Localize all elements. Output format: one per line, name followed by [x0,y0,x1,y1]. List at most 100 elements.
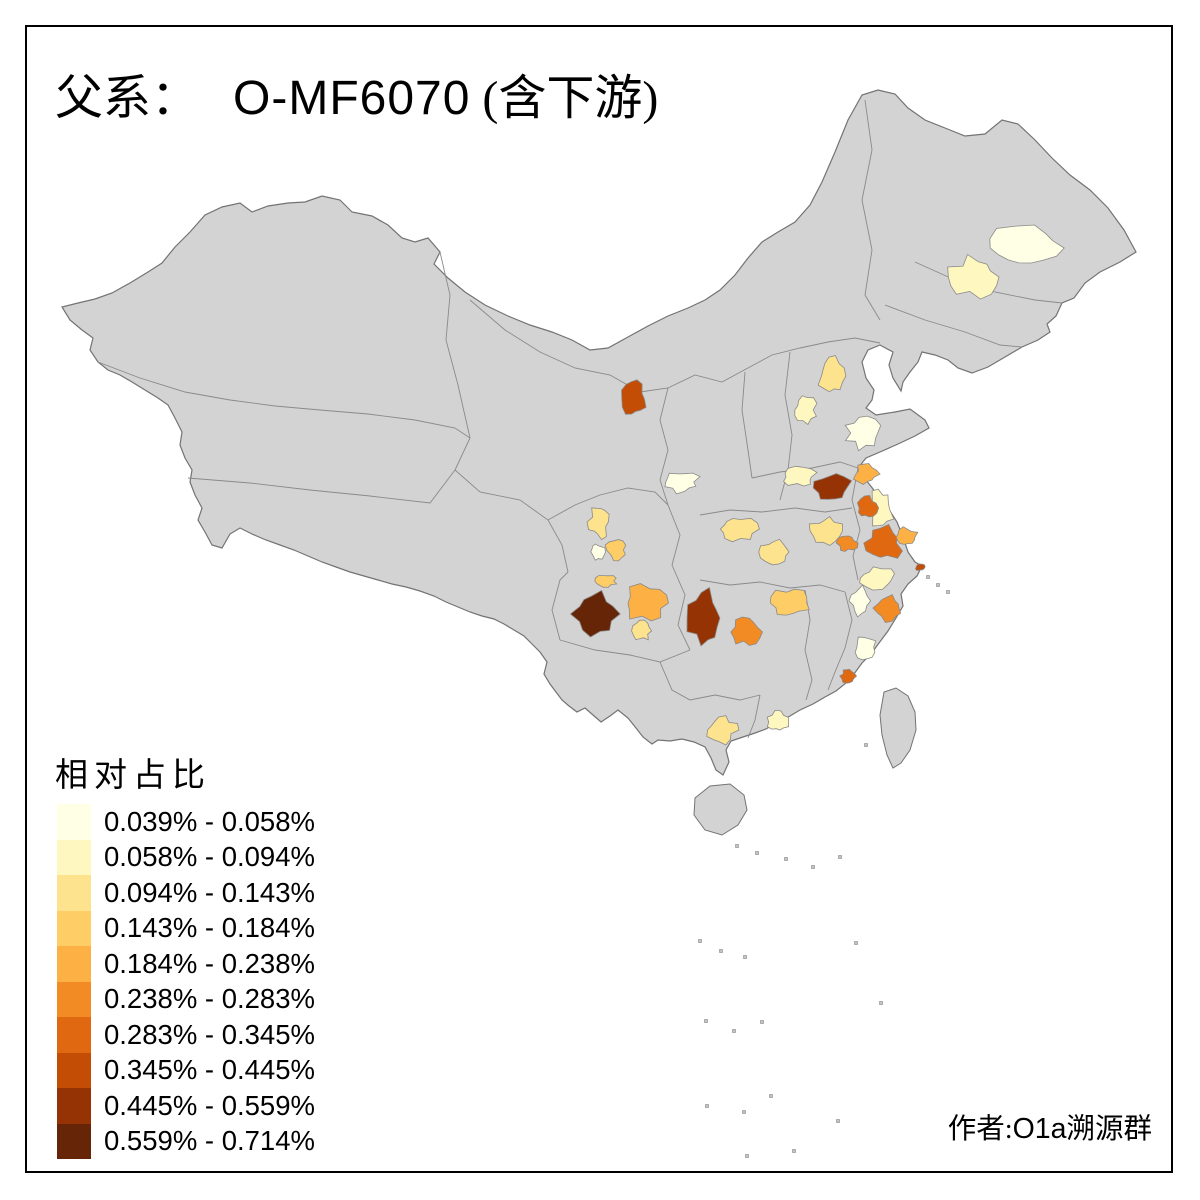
map-region [769,588,810,616]
province-border [551,571,569,641]
legend-row: 0.094% - 0.143% [57,875,315,911]
map-region [664,472,701,495]
map-region [872,594,902,624]
legend-row: 0.039% - 0.058% [57,804,315,840]
islet-speck [742,1110,746,1114]
map-region [621,379,647,415]
title-suffix: (含下游) [470,72,659,125]
province-border [851,467,861,581]
legend-label: 0.283% - 0.345% [104,1018,315,1050]
map-region [627,583,669,622]
map-region [808,516,843,546]
map-region [812,473,853,500]
province-border [827,591,853,691]
legend-label: 0.143% - 0.184% [104,912,315,944]
islet-speck [755,851,759,855]
legend-swatch [57,1017,91,1053]
map-region [854,636,877,661]
legend-swatch [57,1123,91,1159]
map-region [766,709,790,731]
map-region [794,395,818,426]
legend-row: 0.143% - 0.184% [57,910,315,946]
province-border [187,469,456,504]
map-region [586,507,610,541]
legend-rows: 0.039% - 0.058% 0.058% - 0.094% 0.094% - 0… [57,804,315,1159]
map-region [817,355,847,393]
legend-label: 0.238% - 0.283% [104,983,315,1015]
author-latin: O1a [1012,1113,1067,1145]
author-prefix: 作者: [947,1114,1013,1145]
author-credit: 作者:O1a溯源群 [948,1106,1152,1147]
map-region [604,539,627,562]
map-region [844,415,882,452]
province-border [547,487,669,521]
islet-speck [936,583,940,587]
author-suffix: 溯源群 [1066,1114,1152,1145]
province-border [751,461,859,479]
map-region [590,543,606,561]
province-border [741,371,753,479]
legend-title: 相对占比 [55,758,211,794]
islet-speck [704,1019,708,1023]
legend-swatch [57,875,91,911]
map-region [947,253,1000,300]
province-border [559,639,691,663]
islet-speck [836,1119,840,1123]
map-region [783,465,818,487]
legend-row: 0.445% - 0.559% [57,1088,315,1124]
legend-swatch [57,1052,91,1088]
map-region [863,523,903,559]
legend-label: 0.559% - 0.714% [104,1125,315,1157]
legend-label: 0.445% - 0.559% [104,1089,315,1121]
map-region [848,584,872,618]
legend-label: 0.094% - 0.143% [104,876,315,908]
islet-speck [792,1149,796,1153]
islet-speck [864,743,868,747]
legend-swatch [57,804,91,840]
province-border [747,694,761,739]
legend-row: 0.184% - 0.238% [57,946,315,982]
province-border [439,251,471,439]
title-prefix: 父系： [55,72,200,125]
province-border [659,387,669,506]
province-border [861,99,881,321]
map-region [895,526,919,545]
legend-swatch [57,1088,91,1124]
map-region [839,668,858,684]
islet-speck [698,939,702,943]
islet-speck [854,941,858,945]
map-region [686,586,721,647]
islet-speck [946,590,950,594]
map-region [859,566,895,591]
province-border [667,504,691,651]
islet-speck [879,1001,883,1005]
legend-row: 0.058% - 0.094% [57,839,315,875]
legend-row: 0.345% - 0.445% [57,1052,315,1088]
map-region [569,589,621,638]
legend-row: 0.283% - 0.345% [57,1017,315,1053]
figure-title: 父系： O-MF6070 (含下游) [55,58,658,128]
province-border [699,579,846,593]
legend: 相对占比 0.039% - 0.058% 0.058% - 0.094% 0.094… [55,748,315,1159]
islet-speck [719,949,723,953]
islet-speck [743,955,747,959]
province-border [884,304,1023,348]
legend-swatch [57,839,91,875]
province-border [699,507,853,516]
map-region [758,538,790,566]
islet-speck [769,1094,773,1098]
legend-swatch [57,946,91,982]
title-haplogroup: O-MF6070 [233,72,471,125]
legend-label: 0.058% - 0.094% [104,841,315,873]
map-region [719,517,760,543]
map-region [835,535,859,552]
legend-label: 0.039% - 0.058% [104,805,315,837]
map-region [706,715,740,746]
legend-swatch [57,981,91,1017]
islet-speck [760,1020,764,1024]
province-border [914,261,1063,304]
map-region [730,616,763,646]
map-region [989,224,1065,264]
